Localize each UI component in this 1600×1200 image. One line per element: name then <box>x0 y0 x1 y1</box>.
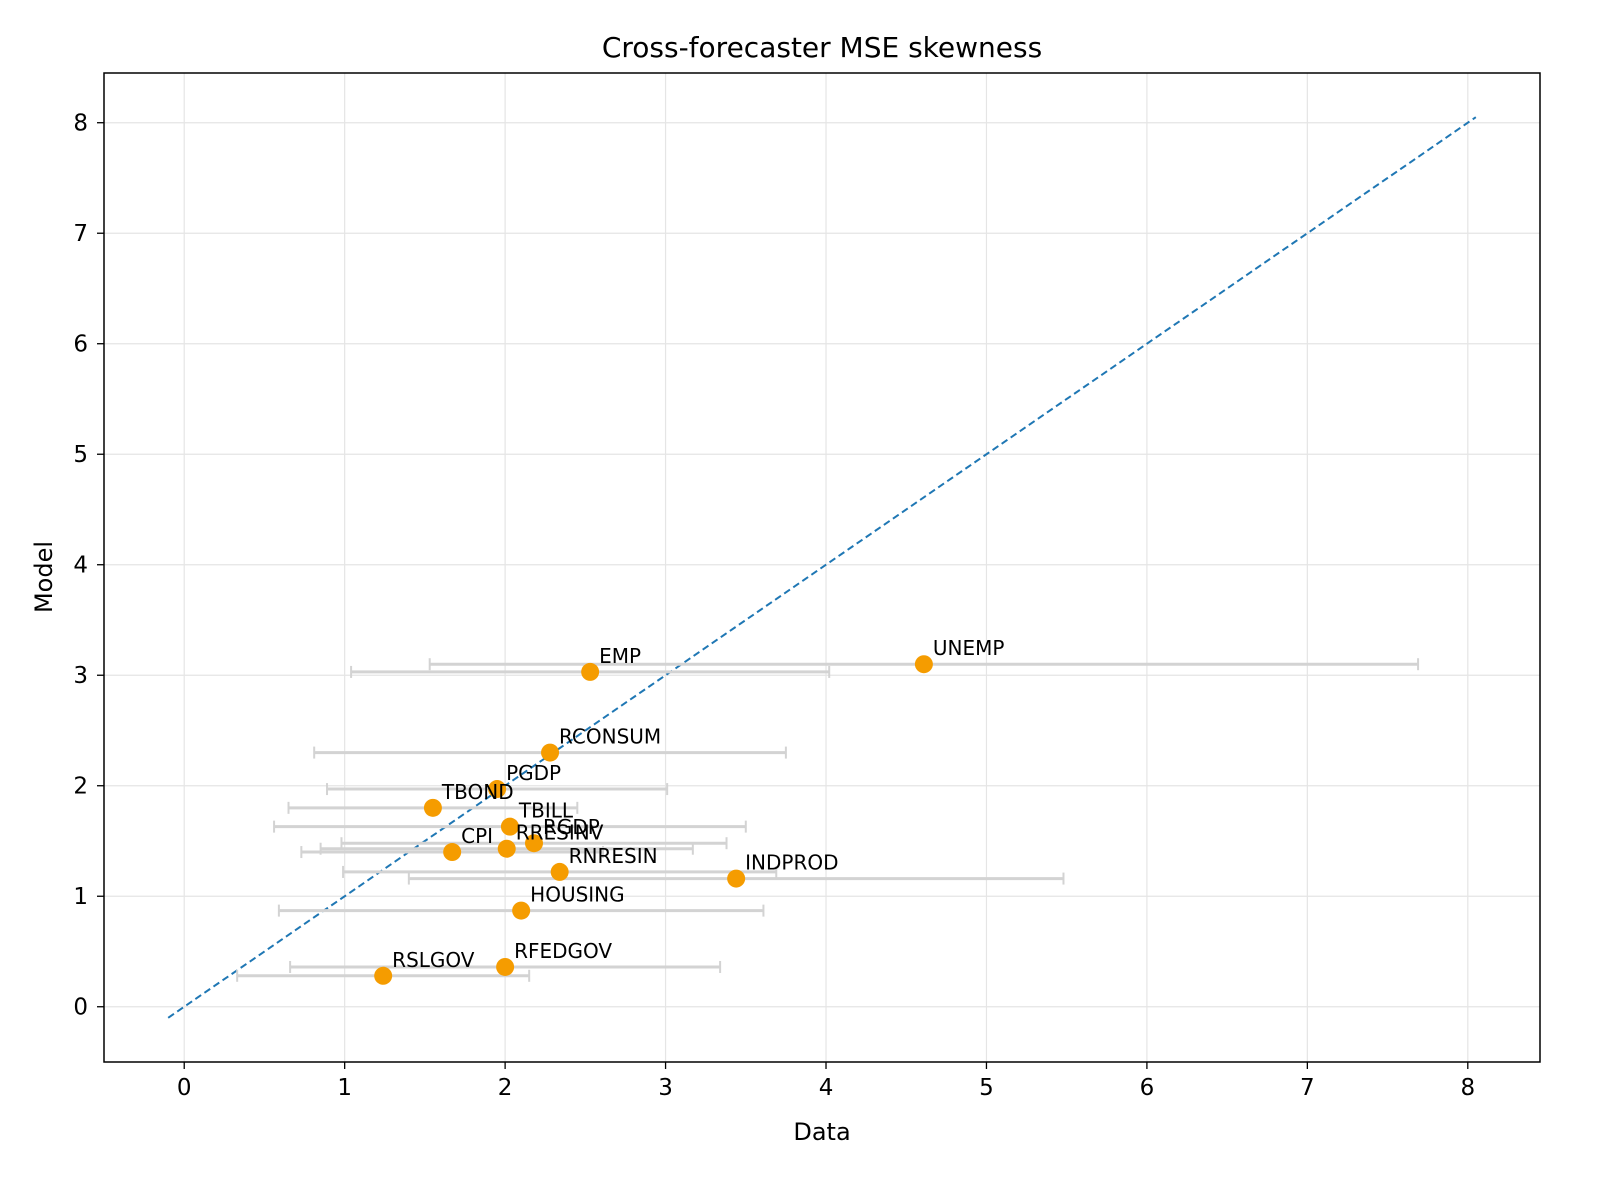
x-tick-label: 1 <box>337 1075 352 1101</box>
data-point <box>488 780 507 799</box>
point-label: TBILL <box>518 799 574 823</box>
plot-frame <box>103 72 1541 1063</box>
y-tick-label: 5 <box>73 442 88 468</box>
x-axis-label: Data <box>793 1118 850 1146</box>
data-point <box>914 655 933 674</box>
data-point <box>423 798 442 817</box>
point-label: RFEDGOV <box>514 939 612 963</box>
point-labels: UNEMP EMP RCONSUM PGDPTBONDTBILLRGDPRRESINV… <box>392 636 1004 972</box>
x-tick-label: 2 <box>498 1075 513 1101</box>
y-tick-label: 4 <box>73 553 88 579</box>
data-point <box>581 662 600 681</box>
point-label: INDPROD <box>745 851 838 875</box>
data-point <box>500 817 519 836</box>
x-tick-label: 5 <box>979 1075 994 1101</box>
x-tick-label: 8 <box>1460 1075 1475 1101</box>
x-tick-label: 0 <box>177 1075 192 1101</box>
data-point <box>496 957 515 976</box>
y-tick-label: 7 <box>73 221 88 247</box>
x-tick-label: 7 <box>1300 1075 1315 1101</box>
data-point <box>443 843 462 862</box>
x-tick-label: 3 <box>658 1075 673 1101</box>
y-tick-label: 6 <box>73 332 88 358</box>
reference-line <box>167 116 1477 1019</box>
data-point <box>497 839 516 858</box>
data-point <box>550 862 569 881</box>
point-label: PGDP <box>506 761 561 785</box>
y-axis-label: Model <box>30 541 58 613</box>
y-tick-label: 2 <box>73 774 88 800</box>
y-tick-label: 0 <box>73 995 88 1021</box>
point-label: CPI <box>461 824 493 848</box>
point-label: RNRESIN <box>569 844 658 868</box>
point-label: TBOND <box>441 780 514 804</box>
data-point <box>524 834 543 853</box>
point-label: RGDP <box>543 815 600 839</box>
data-point <box>727 869 746 888</box>
y-tick-label: 8 <box>73 111 88 137</box>
data-point <box>512 901 531 920</box>
data-point <box>374 966 393 985</box>
point-label: RSLGOV <box>392 948 475 972</box>
y-tick-label: 1 <box>73 884 88 910</box>
x-ticks: 0 1 2 3 4 5 6 7 8 <box>177 1062 1475 1101</box>
x-tick-label: 4 <box>819 1075 834 1101</box>
point-label: RCONSUM <box>559 725 661 749</box>
data-point <box>541 743 560 762</box>
reference-line-layer <box>167 116 1477 1019</box>
point-label: HOUSING <box>530 883 624 907</box>
y-tick-label: 3 <box>73 663 88 689</box>
data-points <box>374 655 933 985</box>
point-label: UNEMP <box>933 636 1005 660</box>
x-tick-label: 6 <box>1140 1075 1155 1101</box>
y-ticks: 0 1 2 3 4 5 6 7 8 <box>73 111 104 1021</box>
chart-title: Cross-forecaster MSE skewness <box>602 31 1042 64</box>
point-label: RRESINV <box>516 821 604 845</box>
point-label: EMP <box>599 644 641 668</box>
